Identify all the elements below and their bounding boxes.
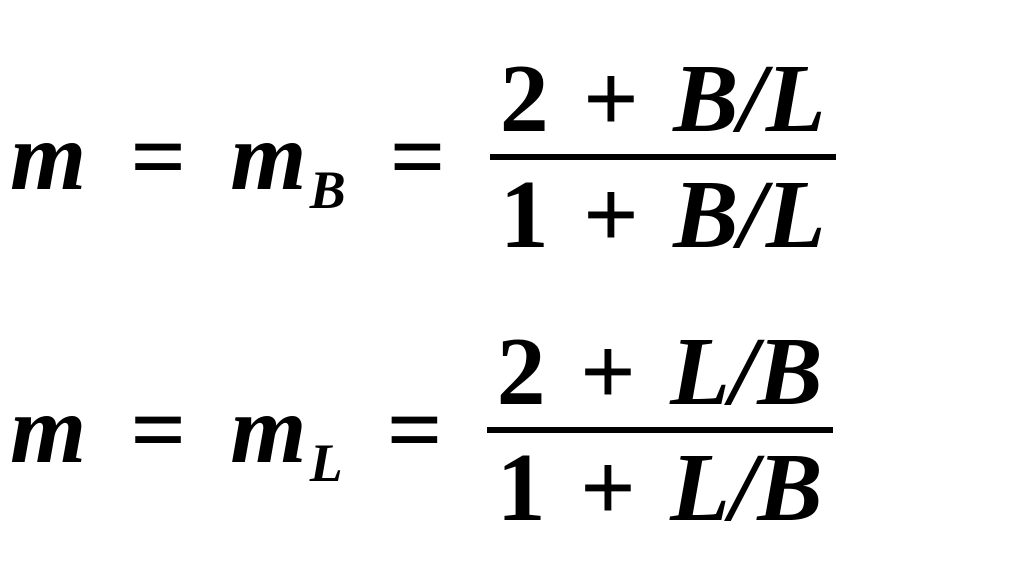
equation-page: m = mB = 2+B/L 1+B/L m = mL = 2+L/B xyxy=(0,0,1024,587)
fraction-1: 2 + B/L 1 + B/L xyxy=(490,46,836,268)
var-b: B xyxy=(673,161,738,269)
slash: / xyxy=(739,161,766,269)
fraction-numerator: 2 + B/L xyxy=(490,46,836,152)
var-b: B xyxy=(673,45,738,153)
var-m-base: m xyxy=(230,376,306,484)
equation-row-1: m = mB = 2+B/L 1+B/L xyxy=(10,46,836,268)
var-m: m xyxy=(10,381,86,479)
fraction-2: 2 + L/B 1 + L/B xyxy=(487,319,833,541)
var-l: L xyxy=(766,45,826,153)
var-b: B xyxy=(757,318,822,426)
plus-sign: + xyxy=(580,434,636,542)
fraction-bar xyxy=(487,427,833,433)
slash: / xyxy=(730,318,757,426)
var-m: m xyxy=(10,108,86,206)
fraction-denominator: 1 + L/B xyxy=(487,435,833,541)
slash: / xyxy=(739,45,766,153)
fraction-denominator: 1 + B/L xyxy=(490,162,836,268)
equals-sign: = xyxy=(387,381,443,479)
const-2: 2 xyxy=(500,45,549,153)
const-1: 1 xyxy=(500,161,549,269)
fraction-bar xyxy=(490,154,836,160)
plus-sign: + xyxy=(583,161,639,269)
equals-sign: = xyxy=(130,381,186,479)
equals-sign: = xyxy=(390,108,446,206)
const-2: 2 xyxy=(497,318,546,426)
var-l: L xyxy=(766,161,826,269)
var-m-sub-b: mB xyxy=(230,108,345,206)
var-m-base: m xyxy=(230,103,306,211)
var-b: B xyxy=(757,434,822,542)
plus-sign: + xyxy=(583,45,639,153)
equation-row-2: m = mL = 2+L/B 1+L/B xyxy=(10,319,833,541)
fraction-numerator: 2 + L/B xyxy=(487,319,833,425)
equals-sign: = xyxy=(130,108,186,206)
subscript-b: B xyxy=(310,160,346,220)
slash: / xyxy=(730,434,757,542)
var-l: L xyxy=(670,318,730,426)
plus-sign: + xyxy=(580,318,636,426)
var-m-sub-l: mL xyxy=(230,381,342,479)
const-1: 1 xyxy=(497,434,546,542)
var-l: L xyxy=(670,434,730,542)
subscript-l: L xyxy=(310,433,343,493)
